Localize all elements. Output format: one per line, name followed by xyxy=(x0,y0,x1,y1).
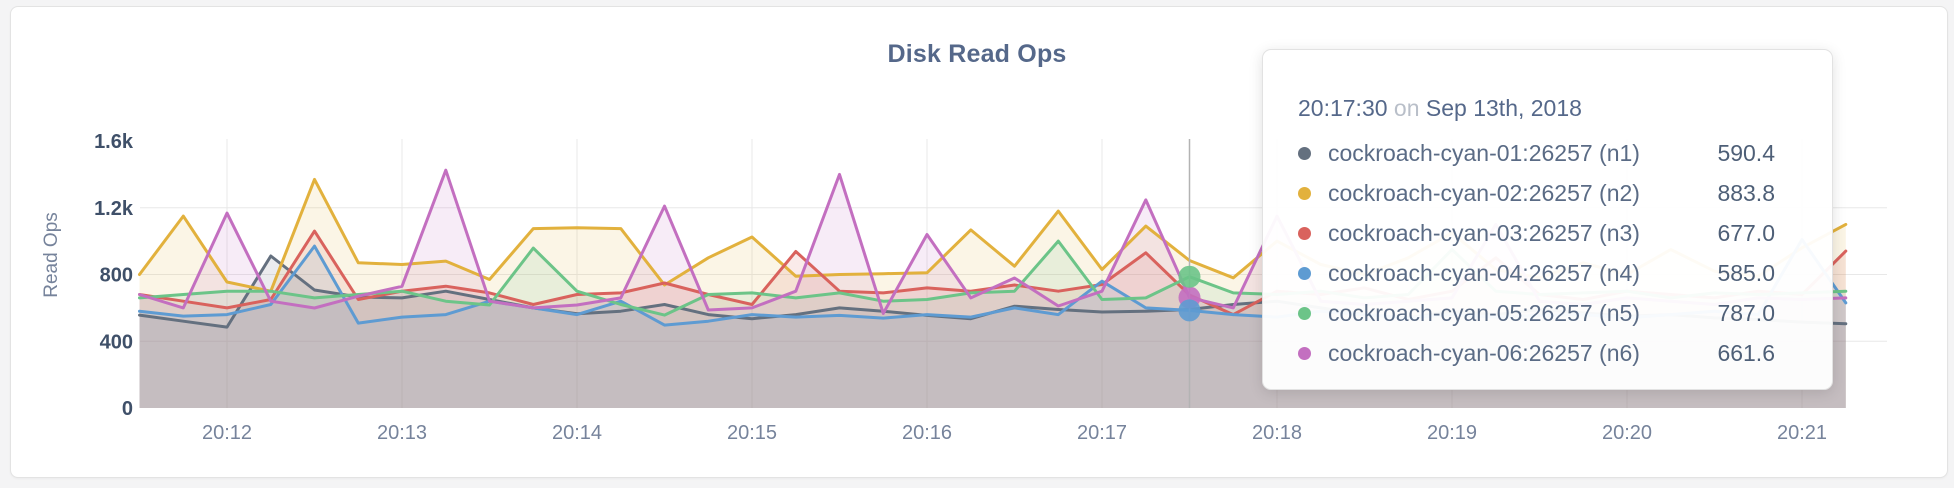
series-color-dot xyxy=(1298,266,1311,280)
tooltip-series-value: 585.0 xyxy=(1717,259,1775,286)
tooltip-series-name: cockroach-cyan-05:26257 (n5) xyxy=(1328,299,1640,326)
series-color-dot xyxy=(1298,226,1311,240)
hover-dot-n4[interactable] xyxy=(1178,299,1201,322)
hover-dot-n5[interactable] xyxy=(1178,265,1201,288)
y-tick-label: 1.2k xyxy=(94,198,134,220)
tooltip-series-value: 661.6 xyxy=(1717,339,1775,366)
x-tick-label: 20:19 xyxy=(1427,422,1477,444)
tooltip-row: cockroach-cyan-04:26257 (n4) 585.0 xyxy=(1298,253,1775,293)
x-tick-label: 20:18 xyxy=(1252,422,1302,444)
tooltip-connector: on xyxy=(1393,95,1420,121)
series-color-dot xyxy=(1298,146,1311,160)
tooltip-title: 20:17:30 on Sep 13th, 2018 xyxy=(1298,94,1775,122)
series-color-dot xyxy=(1298,346,1311,360)
y-tick-label: 0 xyxy=(122,398,133,420)
x-tick-label: 20:20 xyxy=(1602,422,1652,444)
tooltip-series-name: cockroach-cyan-04:26257 (n4) xyxy=(1328,259,1640,286)
x-tick-label: 20:16 xyxy=(902,422,952,444)
x-tick-label: 20:12 xyxy=(202,422,252,444)
y-tick-label: 400 xyxy=(100,331,133,353)
tooltip-series-value: 787.0 xyxy=(1717,299,1775,326)
tooltip-series-list: cockroach-cyan-01:26257 (n1) 590.4 cockroa… xyxy=(1298,133,1775,373)
tooltip-series-name: cockroach-cyan-01:26257 (n1) xyxy=(1328,139,1640,166)
tooltip-series-value: 883.8 xyxy=(1717,179,1775,206)
series-color-dot xyxy=(1298,186,1311,200)
tooltip-series-value: 677.0 xyxy=(1717,219,1775,246)
tooltip-row: cockroach-cyan-05:26257 (n5) 787.0 xyxy=(1298,293,1775,333)
y-tick-label: 800 xyxy=(100,265,133,287)
tooltip-row: cockroach-cyan-02:26257 (n2) 883.8 xyxy=(1298,173,1775,213)
y-axis-title: Read Ops xyxy=(41,212,62,298)
hover-tooltip: 20:17:30 on Sep 13th, 2018 cockroach-cya… xyxy=(1262,49,1833,390)
chart-title: Disk Read Ops xyxy=(887,40,1067,68)
x-tick-label: 20:21 xyxy=(1777,422,1827,444)
series-color-dot xyxy=(1298,306,1311,320)
x-tick-label: 20:14 xyxy=(552,422,602,444)
tooltip-row: cockroach-cyan-03:26257 (n3) 677.0 xyxy=(1298,213,1775,253)
tooltip-time: 20:17:30 xyxy=(1298,95,1388,121)
x-tick-label: 20:17 xyxy=(1077,422,1127,444)
y-tick-label: 1.6k xyxy=(94,131,134,153)
tooltip-series-name: cockroach-cyan-06:26257 (n6) xyxy=(1328,339,1640,366)
tooltip-row: cockroach-cyan-06:26257 (n6) 661.6 xyxy=(1298,333,1775,373)
tooltip-date: Sep 13th, 2018 xyxy=(1425,95,1582,121)
tooltip-series-name: cockroach-cyan-02:26257 (n2) xyxy=(1328,179,1640,206)
x-tick-label: 20:15 xyxy=(727,422,777,444)
tooltip-series-name: cockroach-cyan-03:26257 (n3) xyxy=(1328,219,1640,246)
x-tick-label: 20:13 xyxy=(377,422,427,444)
tooltip-row: cockroach-cyan-01:26257 (n1) 590.4 xyxy=(1298,133,1775,173)
tooltip-series-value: 590.4 xyxy=(1717,139,1775,166)
